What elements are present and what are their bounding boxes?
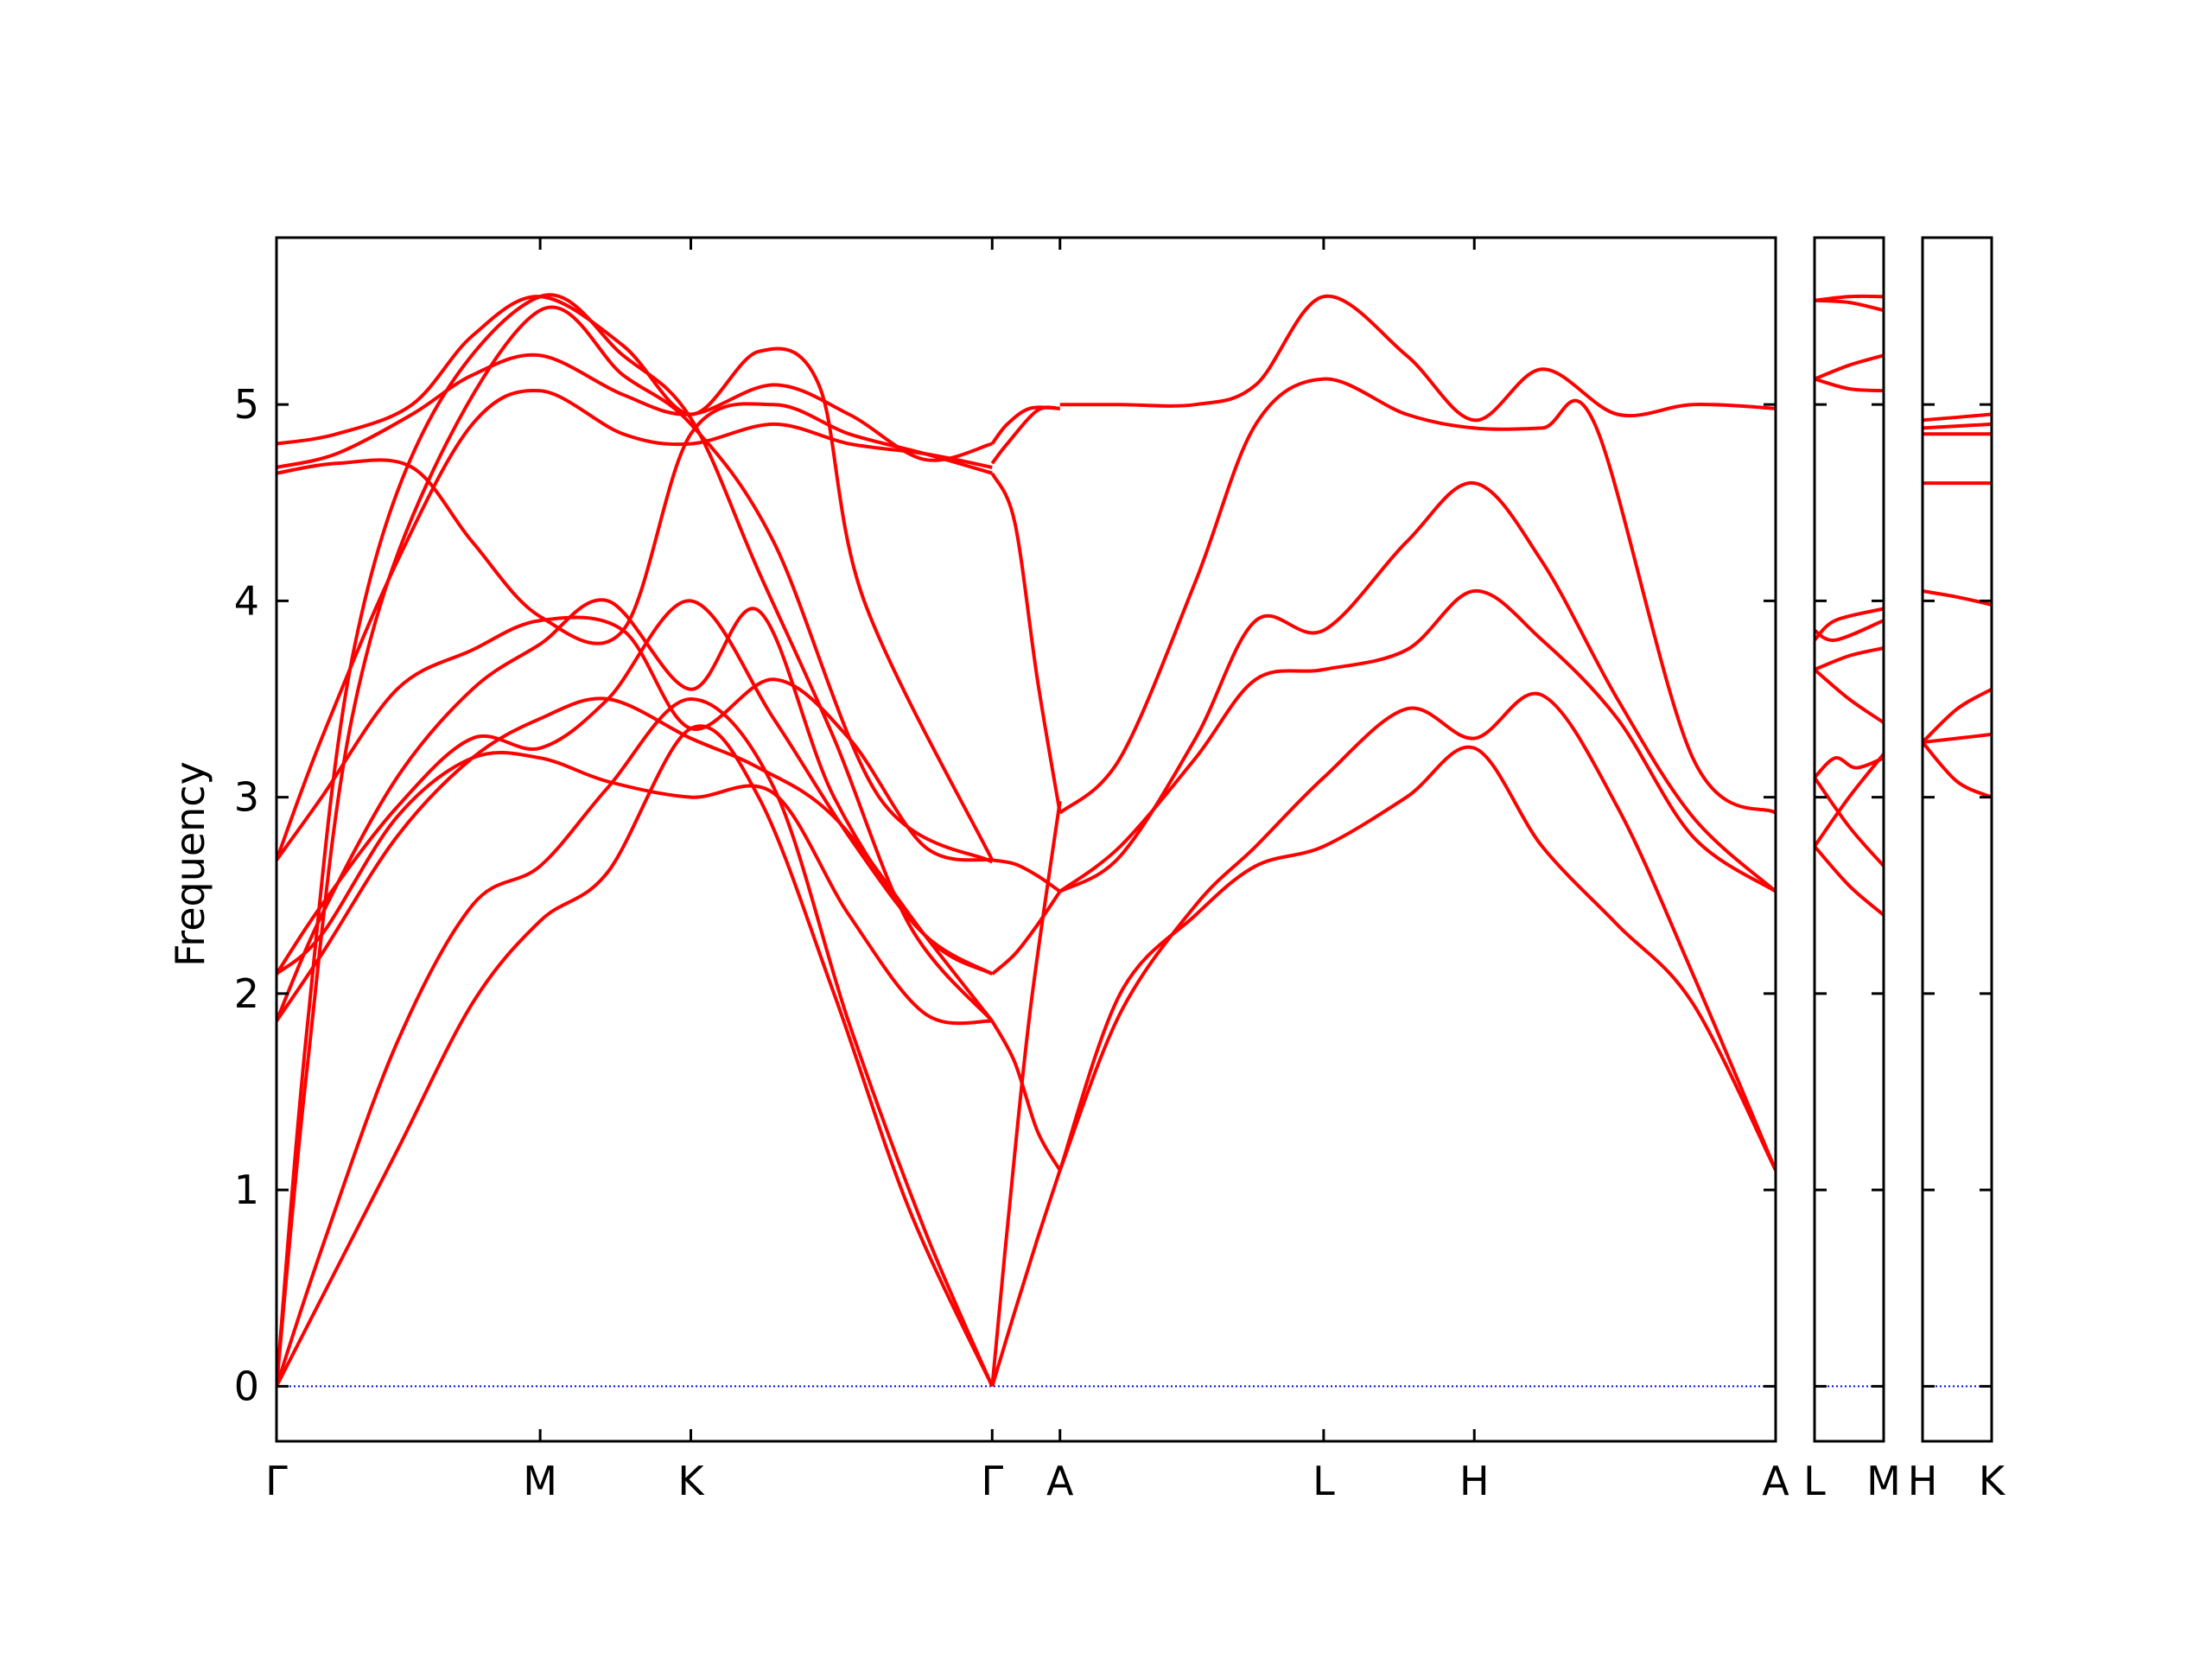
phonon-band-line [276, 388, 993, 861]
x-tick-label: Γ [265, 1458, 288, 1504]
phonon-band-line [990, 405, 1060, 445]
x-tick-label: K [677, 1458, 705, 1504]
x-tick-label: M [523, 1458, 557, 1504]
phonon-band-line [1815, 377, 1884, 393]
phonon-band-line [1923, 732, 1992, 744]
phonon-band-line [990, 890, 1062, 976]
x-tick-label: Γ [981, 1458, 1003, 1504]
phonon-band-line [1815, 776, 1884, 868]
phonon-band-line [1815, 753, 1884, 848]
y-axis-label: Frequency [167, 761, 213, 967]
y-tick-label: 1 [234, 1166, 259, 1213]
phonon-band-line [276, 305, 994, 1387]
phonon-band-line [1059, 294, 1776, 423]
phonon-band-line [1815, 845, 1884, 917]
x-tick-label: L [1313, 1458, 1335, 1504]
band-group [1923, 412, 1992, 799]
phonon-band-line [1923, 422, 1992, 430]
x-tick-label: M [1866, 1458, 1901, 1504]
phonon-band-line [1815, 298, 1884, 313]
phonon-band-line [276, 402, 993, 645]
phonon-band-line [1058, 745, 1776, 1172]
panel-frame [1921, 236, 1993, 1443]
phonon-band-line [276, 295, 995, 861]
phonon-band-line [276, 353, 993, 469]
phonon-band-line [276, 598, 994, 1022]
phonon-band-line [990, 472, 1062, 814]
panel-frame [275, 236, 1777, 1443]
y-tick-label: 3 [234, 774, 259, 821]
phonon-band-line [1815, 353, 1884, 381]
band-group [276, 293, 1776, 1388]
x-tick-label: H [1908, 1458, 1938, 1504]
y-tick-label: 4 [234, 577, 259, 624]
phonon-band-line [276, 724, 995, 1388]
phonon-band-line [991, 858, 1061, 893]
phonon-band-line [1058, 377, 1776, 815]
phonon-band-line [1923, 589, 1992, 607]
phonon-band-line [276, 599, 994, 976]
phonon-band-line [990, 405, 1060, 465]
phonon-band-line [1058, 481, 1776, 893]
x-tick-label: L [1803, 1458, 1826, 1504]
phonon-band-line [276, 750, 993, 1026]
phonon-band-line [276, 696, 994, 1022]
phonon-band-line [276, 697, 995, 1388]
x-tick-label: K [1979, 1458, 2006, 1504]
phonon-band-line [990, 1169, 1062, 1387]
phonon-band-line [1923, 412, 1992, 423]
phonon-band-line [1923, 741, 1992, 799]
phonon-band-line [990, 1020, 1062, 1172]
x-tick-label: A [1046, 1458, 1074, 1504]
phonon-band-line [1923, 687, 1992, 744]
y-tick-label: 2 [234, 970, 259, 1017]
phonon-band-line [1815, 645, 1884, 671]
y-tick-label: 5 [234, 381, 259, 428]
phonon-band-line [1815, 619, 1884, 642]
phonon-band-line [276, 615, 993, 862]
phonon-band-line [1058, 691, 1776, 1172]
band-group [1815, 294, 1884, 917]
phonon-band-line [1058, 588, 1776, 893]
phonon-band-line [990, 800, 1062, 1387]
y-tick-label: 0 [234, 1363, 259, 1409]
phonon-band-line [1815, 756, 1884, 779]
x-tick-label: A [1762, 1458, 1789, 1504]
x-tick-label: H [1459, 1458, 1490, 1504]
phonon-band-line [1815, 668, 1884, 724]
panel-frame [1813, 236, 1885, 1443]
